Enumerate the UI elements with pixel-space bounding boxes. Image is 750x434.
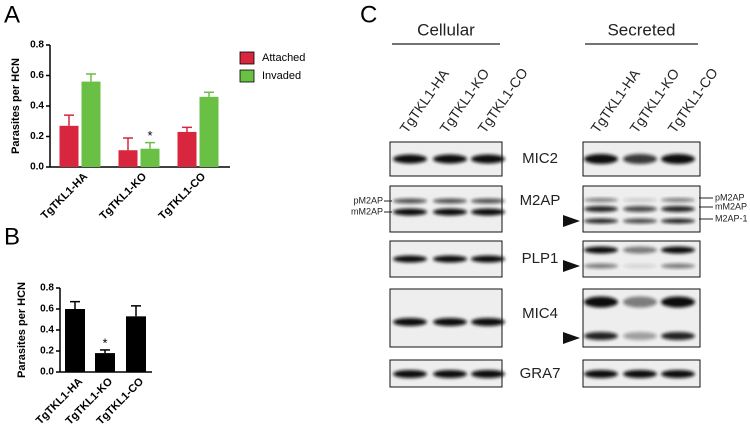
blot-band bbox=[623, 263, 657, 269]
protein-label: MIC2 bbox=[522, 150, 558, 167]
bar bbox=[126, 316, 146, 372]
y-tick-label: 0.0 bbox=[30, 162, 44, 173]
blot-band bbox=[661, 332, 695, 340]
y-tick-label: 0.6 bbox=[40, 304, 54, 315]
blot-band bbox=[393, 208, 427, 216]
blot-band bbox=[623, 198, 657, 202]
blot-band bbox=[623, 206, 657, 212]
y-tick-label: 0.4 bbox=[30, 101, 44, 112]
blot-band bbox=[393, 154, 427, 164]
blot-band bbox=[471, 208, 505, 216]
blot-band bbox=[661, 296, 695, 308]
group-label: Cellular bbox=[417, 20, 475, 39]
y-tick-label: 0.8 bbox=[40, 283, 54, 294]
blot-band bbox=[584, 332, 618, 340]
bar bbox=[95, 353, 115, 372]
band-label: pM2AP bbox=[715, 192, 745, 202]
blot-band bbox=[623, 332, 657, 340]
legend-swatch bbox=[239, 69, 255, 83]
panel-label: B bbox=[4, 223, 20, 250]
y-axis-title: Parasites per HCN bbox=[16, 282, 28, 378]
blot-band bbox=[433, 208, 467, 216]
blot-band bbox=[471, 198, 505, 204]
blot-band bbox=[623, 296, 657, 308]
y-tick-label: 0.2 bbox=[40, 346, 54, 357]
blot-band bbox=[661, 218, 695, 224]
protein-label: GRA7 bbox=[520, 365, 561, 382]
blot-band bbox=[584, 206, 618, 212]
blot-band bbox=[584, 218, 618, 224]
blot-band bbox=[433, 154, 467, 164]
blot-band bbox=[661, 154, 695, 164]
group-label: Secreted bbox=[607, 20, 675, 39]
y-tick-label: 0.4 bbox=[40, 325, 54, 336]
band-label: mM2AP bbox=[715, 201, 747, 211]
y-tick-label: 0.8 bbox=[30, 40, 44, 51]
band-label: mM2AP bbox=[351, 206, 383, 216]
bar bbox=[65, 309, 85, 372]
blot-band bbox=[584, 246, 618, 254]
protein-label: PLP1 bbox=[522, 250, 559, 267]
blot-band bbox=[393, 318, 427, 326]
blot-band bbox=[661, 206, 695, 212]
protein-label: M2AP bbox=[520, 192, 561, 209]
bar bbox=[140, 148, 160, 167]
x-tick-label: TgTKL1-HA bbox=[39, 171, 90, 222]
blot-band bbox=[433, 318, 467, 326]
x-tick-label: TgTKL1-CO bbox=[156, 170, 208, 222]
blot-band bbox=[433, 370, 467, 378]
blot-band bbox=[584, 263, 618, 269]
band-arrow bbox=[563, 332, 580, 344]
y-tick-label: 0.0 bbox=[40, 367, 54, 378]
blot-frame bbox=[582, 240, 701, 278]
y-tick-label: 0.6 bbox=[30, 70, 44, 81]
panel-label: C bbox=[360, 1, 377, 28]
blot-frame bbox=[389, 288, 503, 348]
blot-band bbox=[471, 318, 505, 326]
blot-band bbox=[433, 255, 467, 263]
blot-band bbox=[471, 370, 505, 378]
significance: * bbox=[147, 128, 152, 143]
blot-band bbox=[584, 370, 618, 378]
blot-band bbox=[393, 198, 427, 204]
blot-band bbox=[433, 198, 467, 204]
legend-label: Attached bbox=[262, 52, 305, 64]
x-tick-label: TgTKL1-KO bbox=[97, 170, 149, 222]
band-arrow bbox=[563, 260, 580, 272]
bar bbox=[118, 150, 138, 167]
bar bbox=[199, 96, 219, 167]
band-label: pM2AP bbox=[353, 195, 383, 205]
blot-band bbox=[584, 154, 618, 164]
bar bbox=[177, 131, 197, 167]
blot-band bbox=[393, 370, 427, 378]
y-axis-title: Parasites per HCN bbox=[10, 58, 22, 154]
blot-band bbox=[661, 370, 695, 378]
blot-band bbox=[661, 198, 695, 202]
blot-band bbox=[393, 255, 427, 263]
blot-band bbox=[471, 255, 505, 263]
blot-band bbox=[623, 218, 657, 224]
blot-band bbox=[623, 246, 657, 254]
significance: * bbox=[102, 335, 107, 350]
y-tick-label: 0.2 bbox=[30, 131, 44, 142]
blot-band bbox=[623, 370, 657, 378]
blot-band bbox=[584, 198, 618, 202]
band-label: M2AP-1 bbox=[715, 213, 748, 223]
blot-band bbox=[661, 246, 695, 254]
legend-swatch bbox=[239, 51, 255, 65]
bar bbox=[81, 81, 101, 167]
panel-label: A bbox=[4, 1, 20, 28]
legend-label: Invaded bbox=[262, 70, 301, 82]
blot-band bbox=[661, 263, 695, 269]
protein-label: MIC4 bbox=[522, 305, 558, 322]
blot-band bbox=[623, 154, 657, 164]
blot-band bbox=[584, 296, 618, 308]
bar bbox=[59, 125, 79, 167]
blot-band bbox=[471, 154, 505, 164]
band-arrow bbox=[563, 215, 580, 227]
